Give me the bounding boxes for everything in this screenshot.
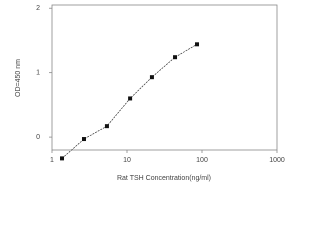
y-tick-label: 0 <box>36 134 40 141</box>
chart: OD=450 nm Rat TSH Concentration(ng/ml) 1… <box>15 4 285 182</box>
x-tick-label: 10 <box>123 157 131 164</box>
point <box>195 42 200 47</box>
plot-frame <box>51 4 278 151</box>
x-axis-label: Rat TSH Concentration(ng/ml) <box>117 175 211 182</box>
x-tick-label: 1000 <box>269 157 285 164</box>
curve <box>61 44 198 159</box>
y-tick-label: 2 <box>36 5 40 12</box>
point <box>128 96 133 101</box>
x-tick-label: 1 <box>50 157 54 164</box>
x-tick-label: 100 <box>196 157 208 164</box>
point <box>149 75 154 80</box>
y-axis-label: OD=450 nm <box>15 59 22 97</box>
point <box>60 156 65 161</box>
y-tick-label: 1 <box>36 70 40 77</box>
point <box>173 55 178 60</box>
point <box>104 124 109 129</box>
point <box>81 137 86 142</box>
